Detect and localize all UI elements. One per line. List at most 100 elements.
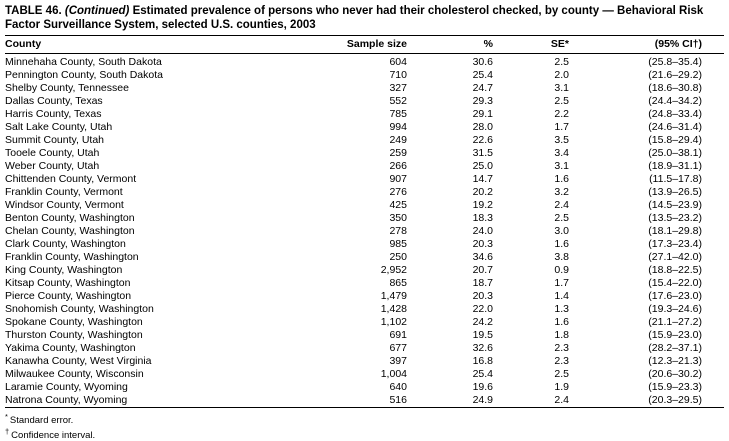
cell-percent: 29.3 (472, 95, 493, 107)
cell-sample-size: 552 (389, 95, 407, 107)
cell-ci: (14.5–23.9) (648, 199, 702, 211)
cell-county: Franklin County, Vermont (5, 186, 123, 198)
cell-sample-size: 907 (389, 173, 407, 185)
table-row: Benton County, Washington 350 18.3 2.5 (13.5… (5, 212, 724, 225)
prevalence-table: County Sample size % SE* (95% CI†) Minne… (5, 35, 724, 408)
cell-sample-size: 276 (389, 186, 407, 198)
cell-percent: 31.5 (472, 147, 493, 159)
cell-county: Chittenden County, Vermont (5, 173, 137, 185)
cell-se: 3.8 (554, 251, 569, 263)
cell-percent: 30.6 (472, 56, 493, 68)
cell-se: 3.1 (554, 160, 569, 172)
table-row: Franklin County, Washington 250 34.6 3.8 (27… (5, 251, 724, 264)
cell-county: Harris County, Texas (5, 108, 102, 120)
col-header-county: County (5, 35, 345, 54)
cell-ci: (12.3–21.3) (648, 355, 702, 367)
table-row: Snohomish County, Washington 1,428 22.0 1.3… (5, 303, 724, 316)
cell-county: Weber County, Utah (5, 160, 100, 172)
cell-county: Franklin County, Washington (5, 251, 139, 263)
cell-se: 1.9 (554, 381, 569, 393)
cell-county: Pennington County, South Dakota (5, 69, 163, 81)
cell-sample-size: 327 (389, 82, 407, 94)
cell-sample-size: 1,102 (380, 316, 407, 328)
cell-county: Benton County, Washington (5, 212, 135, 224)
cell-ci: (18.9–31.1) (648, 160, 702, 172)
cell-percent: 20.3 (472, 238, 493, 250)
col-header-se: SE* (493, 35, 569, 54)
cell-percent: 34.6 (472, 251, 493, 263)
cell-county: Tooele County, Utah (5, 147, 100, 159)
cell-county: Pierce County, Washington (5, 290, 132, 302)
cell-sample-size: 259 (389, 147, 407, 159)
cell-percent: 24.9 (472, 394, 493, 406)
cell-ci: (21.6–29.2) (648, 69, 702, 81)
cell-percent: 20.3 (472, 290, 493, 302)
table-row: Pierce County, Washington 1,479 20.3 1.4 (17… (5, 290, 724, 303)
cell-county: Thurston County, Washington (5, 329, 143, 341)
cell-sample-size: 640 (389, 381, 407, 393)
cell-ci: (15.9–23.3) (648, 381, 702, 393)
cell-sample-size: 994 (389, 121, 407, 133)
cell-ci: (28.2–37.1) (648, 342, 702, 354)
col-header-ci: (95% CI†) (569, 35, 724, 54)
cell-county: Yakima County, Washington (5, 342, 136, 354)
footnote-standard-error-text: Standard error. (9, 415, 74, 427)
table-row: Windsor County, Vermont 425 19.2 2.4 (14.5–2… (5, 199, 724, 212)
cell-sample-size: 350 (389, 212, 407, 224)
cell-se: 2.2 (554, 108, 569, 120)
cell-sample-size: 691 (389, 329, 407, 341)
table-row: Kanawha County, West Virginia 397 16.8 2.3 (… (5, 355, 724, 368)
cell-sample-size: 250 (389, 251, 407, 263)
cell-county: Salt Lake County, Utah (5, 121, 113, 133)
cell-percent: 22.0 (472, 303, 493, 315)
cell-percent: 19.5 (472, 329, 493, 341)
cell-percent: 25.4 (472, 69, 493, 81)
cell-se: 2.4 (554, 394, 569, 406)
cell-se: 1.3 (554, 303, 569, 315)
table-title: TABLE 46. (Continued) Estimated prevalen… (5, 5, 724, 32)
table-number: TABLE 46. (5, 5, 62, 17)
footnote-marker-asterisk: * (5, 412, 8, 421)
cell-percent: 24.7 (472, 82, 493, 94)
footnote-marker-dagger: † (5, 427, 10, 437)
cell-se: 2.4 (554, 199, 569, 211)
cell-county: Spokane County, Washington (5, 316, 143, 328)
cell-se: 2.0 (554, 69, 569, 81)
table-header: County Sample size % SE* (95% CI†) (5, 35, 724, 54)
footnote-standard-error: * Standard error. (5, 411, 724, 426)
cell-sample-size: 1,428 (380, 303, 407, 315)
cell-county: Summit County, Utah (5, 134, 105, 146)
cell-county: Chelan County, Washington (5, 225, 135, 237)
table-row: Shelby County, Tennessee 327 24.7 3.1 (18.6–… (5, 82, 724, 95)
cell-percent: 28.0 (472, 121, 493, 133)
cell-se: 2.3 (554, 355, 569, 367)
cell-sample-size: 677 (389, 342, 407, 354)
cell-sample-size: 516 (389, 394, 407, 406)
cell-se: 2.5 (554, 95, 569, 107)
cell-ci: (20.6–30.2) (648, 368, 702, 380)
table-body: Minnehaha County, South Dakota 604 30.6 2.5… (5, 54, 724, 408)
cell-county: Natrona County, Wyoming (5, 394, 128, 406)
table-row: Summit County, Utah 249 22.6 3.5 (15.8–29.4) (5, 134, 724, 147)
cell-ci: (11.5–17.8) (649, 173, 702, 185)
cell-percent: 18.3 (472, 212, 493, 224)
cell-sample-size: 425 (389, 199, 407, 211)
cell-percent: 32.6 (472, 342, 493, 354)
cell-percent: 24.0 (472, 225, 493, 237)
table-row: Spokane County, Washington 1,102 24.2 1.6 (2… (5, 316, 724, 329)
table-row: Tooele County, Utah 259 31.5 3.4 (25.0–38.1) (5, 147, 724, 160)
cell-county: Milwaukee County, Wisconsin (5, 368, 144, 380)
table-row: Weber County, Utah 266 25.0 3.1 (18.9–31.1) (5, 160, 724, 173)
table-title-text: Estimated prevalence of persons who neve… (5, 5, 704, 31)
cell-percent: 19.6 (472, 381, 493, 393)
table-row: Kitsap County, Washington 865 18.7 1.7 (15.4… (5, 277, 724, 290)
cell-se: 1.6 (554, 316, 569, 328)
cell-ci: (18.6–30.8) (648, 82, 702, 94)
cell-ci: (15.8–29.4) (648, 134, 702, 146)
cell-ci: (18.1–29.8) (648, 225, 702, 237)
cell-se: 2.5 (554, 368, 569, 380)
footnote-confidence-interval: † Confidence interval. (5, 426, 724, 441)
cell-sample-size: 710 (389, 69, 407, 81)
cell-ci: (17.3–23.4) (648, 238, 702, 250)
